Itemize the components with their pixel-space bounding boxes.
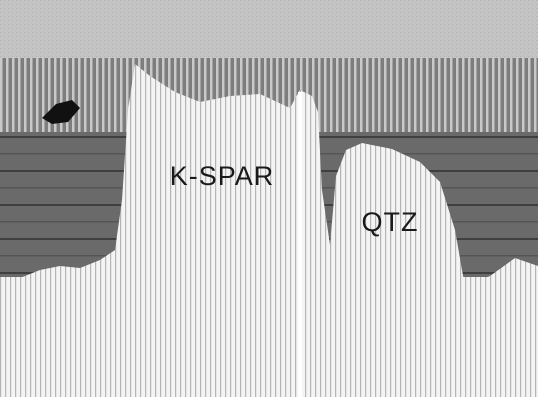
kspar-label: K-SPAR — [170, 161, 275, 191]
qtz-label: QTZ — [362, 207, 419, 237]
page: K-SPAR QTZ (() => { const data = JSON.pa… — [0, 0, 538, 397]
top-band — [0, 0, 538, 58]
display-screen: K-SPAR QTZ — [0, 0, 538, 397]
